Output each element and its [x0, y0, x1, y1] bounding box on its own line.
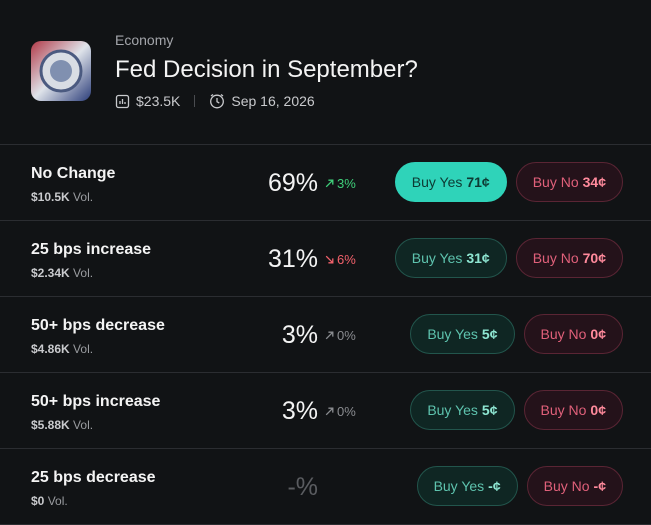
outcome-name: No Change	[31, 165, 116, 182]
outcome-volume: $4.86K Vol.	[31, 342, 93, 356]
buy-no-button[interactable]: Buy No 70¢	[515, 238, 623, 278]
buy-yes-label: Buy Yes	[427, 402, 478, 418]
volume-value: $4.86K	[31, 342, 70, 356]
yes-price: 5¢	[481, 402, 498, 418]
outcome-name: 25 bps increase	[31, 241, 152, 258]
change-arrow	[325, 179, 334, 188]
volume-value: $2.34K	[31, 266, 70, 280]
no-price: 0¢	[590, 402, 606, 418]
no-price: -¢	[593, 478, 606, 494]
market-title: Fed Decision in September?	[115, 56, 418, 83]
volume-value: $0	[31, 494, 45, 508]
change-value: 3%	[337, 176, 356, 191]
change-arrow	[325, 255, 334, 264]
yes-price: 71¢	[466, 174, 490, 190]
buy-no-button[interactable]: Buy No -¢	[526, 466, 623, 506]
buttons: Buy Yes -¢ Buy No -¢	[416, 466, 623, 506]
buttons: Buy Yes 5¢ Buy No 0¢	[410, 390, 623, 430]
buy-no-label: Buy No	[540, 402, 587, 418]
outcome-row: 50+ bps decrease $4.86K Vol. 3% 0% Buy Yes 5¢…	[0, 297, 651, 373]
outcome-volume: $5.88K Vol.	[31, 418, 93, 432]
volume-label: Vol.	[47, 494, 68, 508]
volume-label: Vol.	[73, 266, 94, 280]
yes-price: 31¢	[466, 250, 490, 266]
market-meta: $23.5K Sep 16, 2026	[115, 93, 315, 109]
change: 6%	[324, 252, 356, 267]
clock-icon	[210, 93, 225, 109]
chance: -%	[287, 473, 318, 501]
outcome-row: 25 bps decrease $0 Vol. -% Buy Yes -¢ Buy No -…	[0, 449, 651, 525]
buttons: Buy Yes 5¢ Buy No 0¢	[410, 314, 623, 354]
chance: 3%	[281, 397, 318, 425]
buy-yes-button[interactable]: Buy Yes 5¢	[410, 390, 515, 430]
change: 3%	[324, 176, 356, 191]
volume-value: $5.88K	[31, 418, 70, 432]
outcome-volume: $10.5K Vol.	[31, 190, 93, 204]
change-arrow	[325, 331, 334, 340]
buy-no-label: Buy No	[543, 478, 590, 494]
buttons: Buy Yes 71¢ Buy No 34¢	[394, 162, 623, 202]
volume-label: Vol.	[73, 342, 94, 356]
buttons: Buy Yes 31¢ Buy No 70¢	[394, 238, 623, 278]
outcome-row: 50+ bps increase $5.88K Vol. 3% 0% Buy Yes 5¢…	[0, 373, 651, 449]
buy-yes-button[interactable]: Buy Yes 31¢	[394, 238, 507, 278]
separator	[194, 95, 196, 107]
outcome-row: No Change $10.5K Vol. 69% 3% Buy Yes 71¢ Buy N…	[0, 145, 651, 221]
buy-yes-label: Buy Yes	[427, 326, 478, 342]
outcome-volume: $0 Vol.	[31, 494, 68, 508]
volume-label: Vol.	[73, 418, 94, 432]
yes-price: -¢	[488, 478, 501, 494]
buy-no-button[interactable]: Buy No 0¢	[523, 314, 623, 354]
no-price: 0¢	[590, 326, 606, 342]
arrow-path	[325, 331, 334, 340]
change-arrow	[325, 407, 334, 416]
outcome-name: 25 bps decrease	[31, 469, 156, 486]
arrow-path	[325, 407, 334, 416]
arrow-path	[325, 255, 334, 264]
yes-price: 5¢	[481, 326, 498, 342]
outcome-name: 50+ bps decrease	[31, 317, 165, 334]
market-icon	[31, 41, 91, 101]
buy-no-label: Buy No	[540, 326, 587, 342]
buy-yes-label: Buy Yes	[411, 250, 463, 266]
market-header: Economy Fed Decision in September? $23.5…	[0, 0, 651, 145]
volume-icon	[115, 94, 130, 108]
volume-label: Vol.	[73, 190, 94, 204]
buy-yes-label: Buy Yes	[411, 174, 463, 190]
change: 0%	[324, 328, 356, 343]
buy-no-label: Buy No	[532, 174, 579, 190]
buy-yes-button[interactable]: Buy Yes 71¢	[394, 162, 507, 202]
total-volume: $23.5K	[136, 93, 181, 109]
outcome-row: 25 bps increase $2.34K Vol. 31% 6% Buy Yes 31…	[0, 221, 651, 297]
chance: 3%	[281, 321, 318, 349]
change-value: 0%	[337, 328, 356, 343]
chance: 31%	[267, 245, 318, 273]
volume-value: $10.5K	[31, 190, 70, 204]
buy-yes-button[interactable]: Buy Yes 5¢	[410, 314, 515, 354]
change-value: 6%	[337, 252, 356, 267]
no-price: 70¢	[582, 250, 606, 266]
outcome-volume: $2.34K Vol.	[31, 266, 93, 280]
buy-no-label: Buy No	[532, 250, 579, 266]
chance: 69%	[267, 169, 318, 197]
end-date: Sep 16, 2026	[231, 93, 315, 109]
category: Economy	[115, 32, 174, 48]
change: 0%	[324, 404, 356, 419]
buy-no-button[interactable]: Buy No 0¢	[523, 390, 623, 430]
outcome-name: 50+ bps increase	[31, 393, 161, 410]
buy-yes-label: Buy Yes	[433, 478, 485, 494]
arrow-path	[325, 179, 334, 188]
buy-no-button[interactable]: Buy No 34¢	[515, 162, 623, 202]
no-price: 34¢	[582, 174, 606, 190]
change-value: 0%	[337, 404, 356, 419]
buy-yes-button[interactable]: Buy Yes -¢	[416, 466, 518, 506]
